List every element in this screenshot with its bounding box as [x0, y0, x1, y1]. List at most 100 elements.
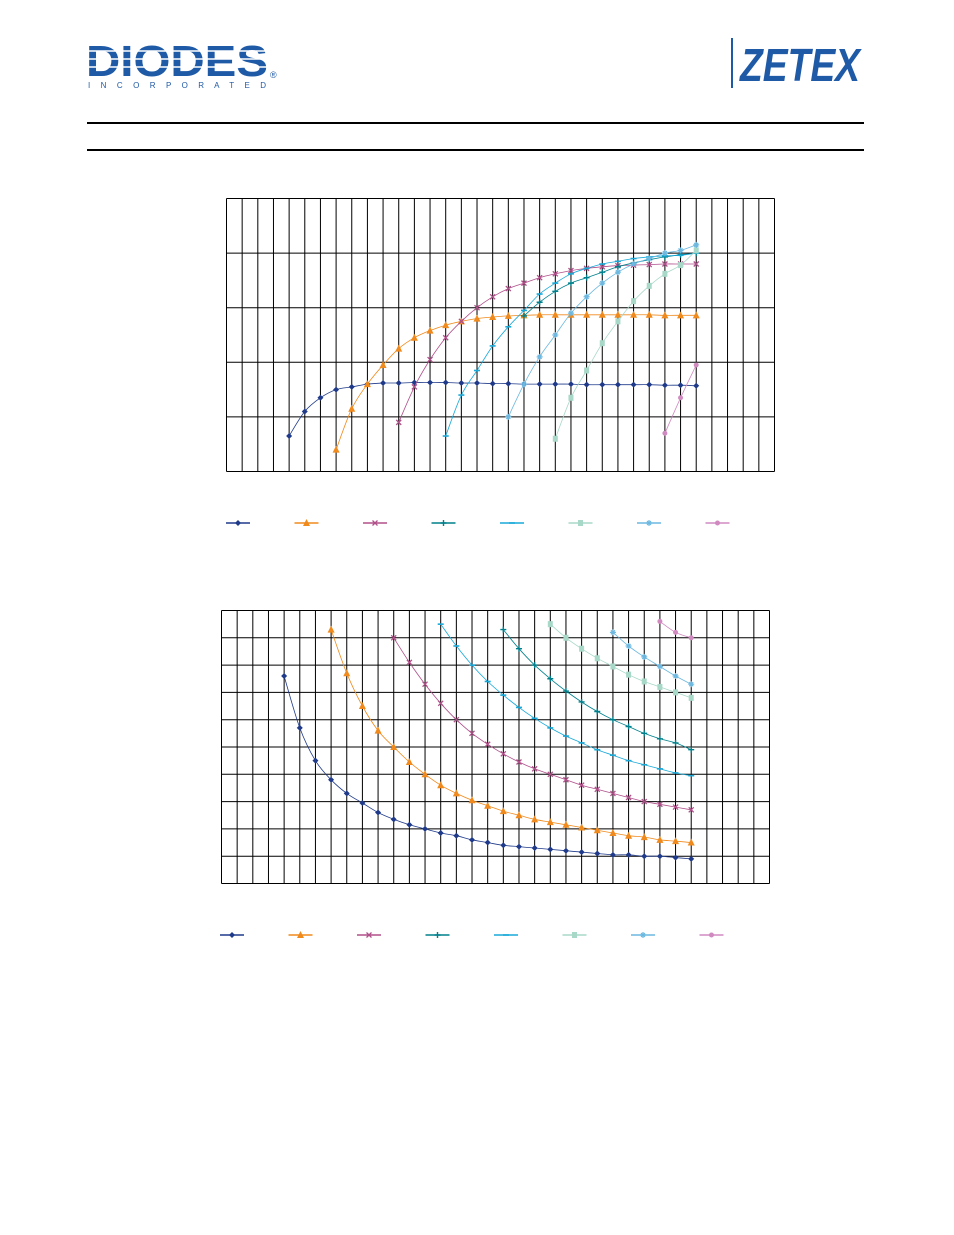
- data-point: [546, 818, 554, 826]
- data-point: [598, 310, 606, 318]
- data-point: [468, 796, 476, 804]
- data-point: [390, 816, 397, 823]
- legend-marker: [709, 932, 714, 938]
- data-point: [625, 642, 632, 649]
- chart-1: [226, 198, 775, 472]
- data-point: [678, 262, 684, 269]
- data-point: [515, 811, 523, 819]
- data-point: [406, 821, 413, 828]
- data-point: [625, 851, 632, 858]
- legend-marker: [440, 520, 447, 526]
- zetex-wordmark: ZETEX: [738, 39, 861, 90]
- data-point: [552, 435, 558, 442]
- data-point: [312, 757, 319, 764]
- data-point: [520, 381, 527, 388]
- data-point: [661, 250, 668, 257]
- series-markers-7: [505, 241, 700, 420]
- series-markers-3: [390, 634, 695, 813]
- data-point: [422, 825, 429, 832]
- data-point: [688, 855, 695, 862]
- data-point: [499, 807, 507, 815]
- data-point: [515, 645, 522, 652]
- data-point: [562, 820, 570, 828]
- legend-item-6: [568, 520, 593, 526]
- data-point: [547, 846, 554, 853]
- data-point: [594, 655, 600, 662]
- diodes-logo: DIODES I N C O R P O R A T E D ®: [86, 37, 282, 94]
- legend-marker: [297, 931, 304, 938]
- data-point: [594, 850, 601, 857]
- data-point: [567, 267, 574, 274]
- legend-marker: [640, 932, 646, 938]
- series-markers-6: [552, 247, 699, 442]
- series-markers-2: [327, 625, 695, 846]
- data-point: [427, 379, 434, 386]
- data-point: [609, 716, 616, 723]
- chart-2-legend: [220, 931, 724, 938]
- data-point: [343, 790, 350, 797]
- data-point: [363, 380, 371, 388]
- data-point: [375, 809, 382, 816]
- legend-item-8: [699, 932, 724, 938]
- data-point: [395, 380, 402, 387]
- data-point: [536, 299, 543, 306]
- data-point: [301, 408, 308, 415]
- data-point: [677, 382, 684, 389]
- data-point: [452, 789, 460, 797]
- data-point: [405, 758, 413, 766]
- diodes-logo-graphic: DIODES I N C O R P O R A T E D ®: [86, 37, 277, 90]
- diodes-wordmark: DIODES: [86, 38, 268, 86]
- data-point: [646, 282, 652, 289]
- data-point: [641, 678, 647, 685]
- data-point: [505, 380, 512, 387]
- data-point: [578, 782, 585, 789]
- data-point: [515, 843, 522, 850]
- diodes-subline: I N C O R P O R A T E D: [88, 81, 266, 90]
- data-point: [547, 621, 553, 628]
- series-line-6: [550, 623, 692, 699]
- data-point: [672, 804, 679, 811]
- data-point: [656, 663, 663, 670]
- data-point: [328, 776, 335, 783]
- data-point: [458, 318, 465, 325]
- data-point: [661, 382, 668, 389]
- data-point: [426, 326, 434, 334]
- data-point: [437, 700, 444, 707]
- data-point: [594, 786, 601, 793]
- data-point: [630, 261, 637, 268]
- data-point: [578, 823, 586, 831]
- legend-marker: [372, 520, 378, 526]
- data-point: [583, 381, 590, 388]
- data-point: [609, 828, 617, 836]
- data-point: [562, 847, 569, 854]
- data-point: [531, 662, 538, 669]
- data-point: [640, 833, 648, 841]
- data-point: [516, 759, 522, 765]
- data-point: [614, 263, 621, 270]
- data-point: [469, 836, 476, 843]
- data-point: [531, 765, 538, 772]
- data-point: [646, 381, 653, 388]
- data-point: [411, 383, 418, 390]
- series-markers-8: [662, 362, 699, 436]
- data-point: [646, 261, 653, 268]
- data-point: [661, 261, 668, 267]
- data-point: [427, 356, 434, 363]
- data-point: [656, 853, 663, 860]
- series-markers-4: [520, 250, 700, 319]
- data-point: [469, 730, 475, 737]
- data-point: [296, 724, 303, 731]
- legend-marker: [646, 520, 652, 526]
- data-point: [625, 723, 632, 730]
- header-rule-bottom: [87, 149, 864, 151]
- data-point: [484, 839, 491, 846]
- data-point: [547, 771, 554, 778]
- data-point: [688, 635, 694, 641]
- data-point: [504, 311, 512, 319]
- data-point: [693, 247, 699, 254]
- data-point: [531, 845, 538, 852]
- data-point: [442, 334, 449, 341]
- data-point: [688, 681, 695, 688]
- data-point: [672, 673, 679, 680]
- data-point: [281, 673, 288, 680]
